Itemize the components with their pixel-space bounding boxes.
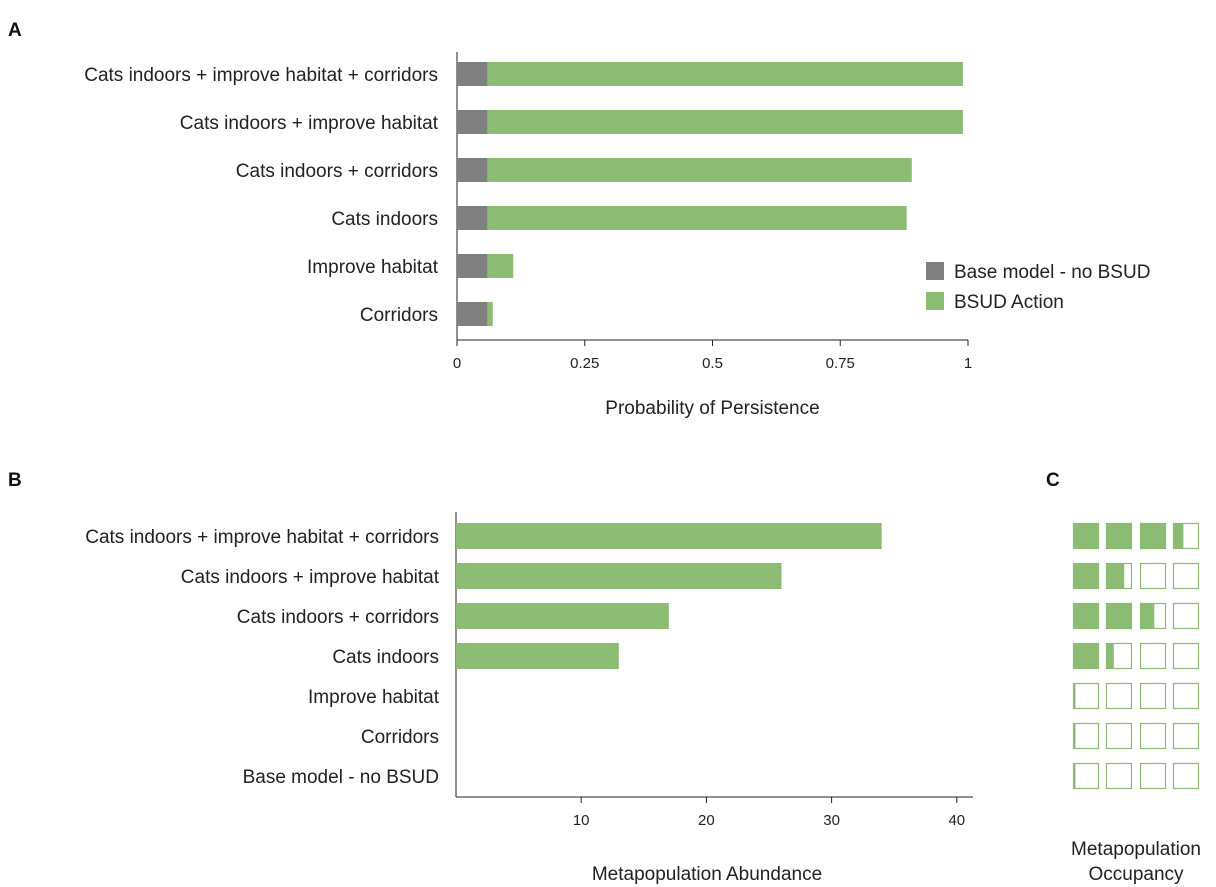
panel-c-occupancy-box <box>1139 642 1167 670</box>
panel-c-occupancy-fill <box>1106 643 1114 669</box>
panel-b-bar-cats-indoors-corridors <box>456 603 669 629</box>
panel-b-category-label: Cats indoors + improve habitat + corrido… <box>85 527 439 548</box>
panel-a-bar-base-model-no-bsud-cats-indoors-corridors <box>457 158 488 182</box>
panel-c-occupancy-fill <box>1073 563 1099 589</box>
panel-a-chart: 0 0.25 0.5 0.75 1 Cats indoors + improve habi… <box>84 52 1150 419</box>
panel-a-x-tick-label: 0.25 <box>570 355 599 372</box>
panel-b-x-tick-label: 30 <box>823 812 840 829</box>
panel-b-x-tick-label: 40 <box>948 812 965 829</box>
panel-a-legend-label-bsud-action: BSUD Action <box>954 292 1064 313</box>
panel-a-bar-bsud-action-corridors <box>487 302 493 326</box>
panel-b-bar-cats-indoors-improve-habitat-corridors <box>456 523 882 549</box>
panel-a-bar-bsud-action-cats-indoors <box>487 206 907 230</box>
panel-c-occupancy-box <box>1105 682 1133 710</box>
panel-a-bar-base-model-no-bsud-improve-habitat <box>457 254 488 278</box>
panel-c-occupancy-fill <box>1173 523 1184 549</box>
panel-c-occupancy-box <box>1172 642 1200 670</box>
panel-a-label: A <box>8 20 22 41</box>
panel-c-occupancy-box <box>1072 762 1100 790</box>
panel-c-occupancy-box <box>1105 762 1133 790</box>
panel-a-x-tick-label: 0.75 <box>826 355 855 372</box>
panel-c-occupancy-box <box>1105 722 1133 750</box>
panel-c-occupancy-box <box>1139 682 1167 710</box>
panel-c-occupancy-box <box>1172 722 1200 750</box>
panel-a-category-label: Cats indoors + improve habitat <box>180 113 439 134</box>
panel-a-bar-base-model-no-bsud-corridors <box>457 302 488 326</box>
panel-a-x-axis-title: Probability of Persistence <box>605 398 819 419</box>
panel-c-occupancy-fill <box>1140 603 1155 629</box>
panel-c-axis-title: Metapopulation <box>1071 839 1201 860</box>
panel-b-chart: 10 20 30 40 Cats indoors + improve habitat +… <box>85 512 973 885</box>
panel-b-label: B <box>8 470 22 491</box>
panel-c-occupancy-box <box>1139 762 1167 790</box>
panel-c-occupancy-fill <box>1073 643 1099 669</box>
panel-c-occupancy-fill <box>1106 523 1132 549</box>
panel-c-occupancy-fill <box>1073 523 1099 549</box>
panel-c-occupancy-box <box>1072 682 1100 710</box>
panel-c-occupancy-box <box>1172 602 1200 630</box>
panel-c-occupancy-fill <box>1106 563 1125 589</box>
panel-a-x-tick-label: 0 <box>453 355 461 372</box>
panel-c-occupancy-box <box>1172 762 1200 790</box>
panel-a-category-label: Cats indoors <box>331 209 438 230</box>
panel-b-category-label: Base model - no BSUD <box>243 767 439 788</box>
panel-c-occupancy-fill <box>1073 723 1076 749</box>
panel-a-x-tick-label: 1 <box>964 355 972 372</box>
panel-a-bar-base-model-no-bsud-cats-indoors <box>457 206 488 230</box>
panel-b-category-label: Corridors <box>361 727 439 748</box>
panel-a-legend-swatch-base-model-no-bsud <box>926 262 944 280</box>
panel-b-bar-cats-indoors-improve-habitat <box>456 563 782 589</box>
panel-a-category-label: Cats indoors + improve habitat + corrido… <box>84 65 438 86</box>
panel-c-chart: Metapopulation Occupancy <box>1071 522 1201 885</box>
panel-a-bar-base-model-no-bsud-cats-indoors-improve-habitat-corridors <box>457 62 488 86</box>
panel-c-occupancy-box <box>1172 562 1200 590</box>
panel-b-x-tick-label: 20 <box>698 812 715 829</box>
panel-c-occupancy-box <box>1139 722 1167 750</box>
panel-c-occupancy-fill <box>1140 523 1166 549</box>
panel-c-occupancy-fill <box>1073 683 1076 709</box>
panel-c-label: C <box>1046 470 1060 491</box>
panel-a-category-label: Cats indoors + corridors <box>236 161 438 182</box>
panel-a-bar-bsud-action-cats-indoors-improve-habitat <box>487 110 963 134</box>
panel-b-bar-cats-indoors <box>456 643 619 669</box>
panel-c-axis-title: Occupancy <box>1088 864 1184 885</box>
panel-a-bar-bsud-action-cats-indoors-improve-habitat-corridors <box>487 62 963 86</box>
panel-b-category-label: Cats indoors <box>332 647 439 668</box>
panel-c-occupancy-fill <box>1073 763 1076 789</box>
panel-a-category-label: Improve habitat <box>307 257 439 278</box>
panel-a-x-tick-label: 0.5 <box>702 355 723 372</box>
panel-b-category-label: Cats indoors + improve habitat <box>181 567 440 588</box>
panel-a-legend-label-base-model-no-bsud: Base model - no BSUD <box>954 262 1150 283</box>
panel-b-category-label: Improve habitat <box>308 687 440 708</box>
panel-a-bar-bsud-action-improve-habitat <box>487 254 514 278</box>
panel-c-occupancy-fill <box>1073 603 1099 629</box>
panel-a-legend-swatch-bsud-action <box>926 292 944 310</box>
panel-c-occupancy-box <box>1172 682 1200 710</box>
panel-c-occupancy-fill <box>1106 603 1132 629</box>
panel-b-x-tick-label: 10 <box>573 812 590 829</box>
panel-c-occupancy-box <box>1139 562 1167 590</box>
panel-c-occupancy-box <box>1072 722 1100 750</box>
panel-b-x-axis-title: Metapopulation Abundance <box>592 864 822 885</box>
panel-a-bar-base-model-no-bsud-cats-indoors-improve-habitat <box>457 110 488 134</box>
panel-a-bar-bsud-action-cats-indoors-corridors <box>487 158 912 182</box>
panel-b-category-label: Cats indoors + corridors <box>237 607 439 628</box>
panel-a-category-label: Corridors <box>360 305 438 326</box>
